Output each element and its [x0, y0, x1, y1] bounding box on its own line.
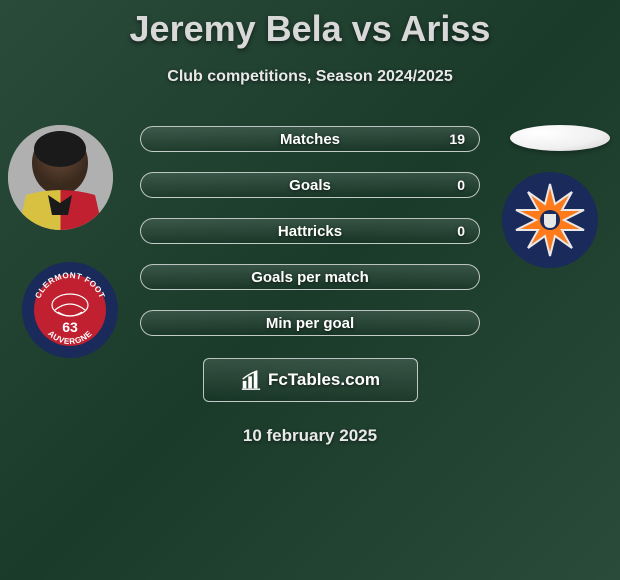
date-label: 10 february 2025: [0, 426, 620, 446]
stat-row-hattricks: Hattricks 0: [140, 218, 480, 244]
stat-label: Min per goal: [266, 315, 354, 332]
stat-label: Goals per match: [251, 269, 369, 286]
stats-column: Matches 19 Goals 0 Hattricks 0 Goals per…: [140, 126, 480, 336]
page-title: Jeremy Bela vs Ariss: [0, 0, 620, 50]
stat-row-goals-per-match: Goals per match: [140, 264, 480, 290]
stat-row-goals: Goals 0: [140, 172, 480, 198]
subtitle: Club competitions, Season 2024/2025: [0, 68, 620, 86]
stat-label: Hattricks: [278, 223, 342, 240]
branding-label: FcTables.com: [268, 370, 380, 390]
stat-value: 19: [449, 131, 465, 147]
stat-label: Matches: [280, 131, 340, 148]
branding-box[interactable]: FcTables.com: [203, 358, 418, 402]
stats-area: Matches 19 Goals 0 Hattricks 0 Goals per…: [0, 126, 620, 336]
bar-chart-icon: [240, 369, 262, 391]
stat-label: Goals: [289, 177, 331, 194]
stat-value: 0: [457, 177, 465, 193]
stat-row-min-per-goal: Min per goal: [140, 310, 480, 336]
stat-row-matches: Matches 19: [140, 126, 480, 152]
stat-value: 0: [457, 223, 465, 239]
